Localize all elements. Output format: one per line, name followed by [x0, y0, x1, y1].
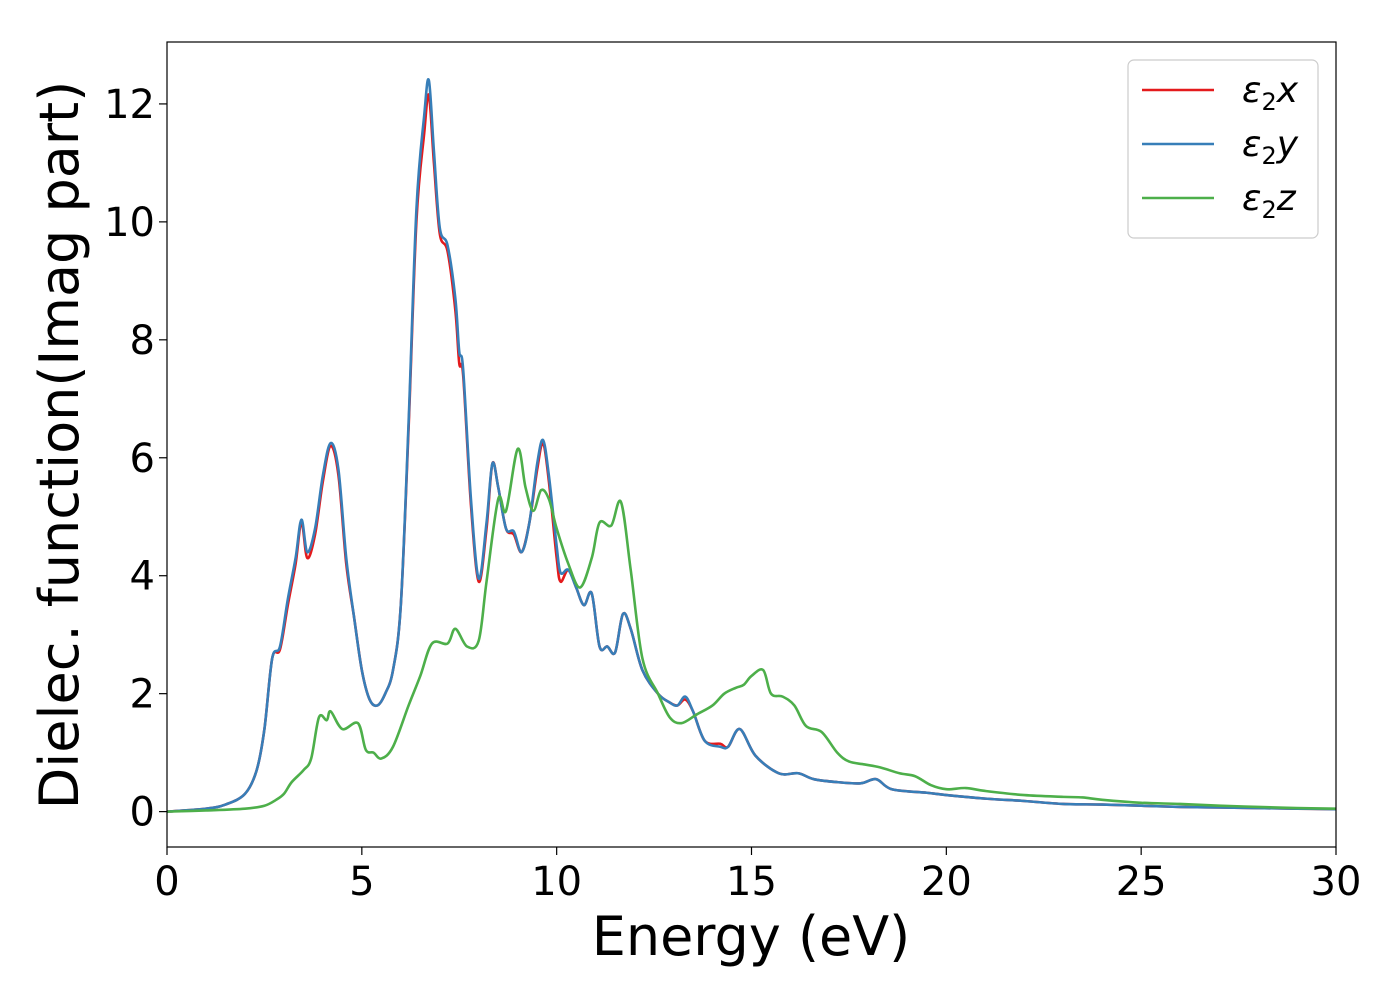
legend: ε2x ε2y ε2z — [1127, 59, 1319, 239]
legend-box — [1127, 59, 1319, 239]
x-tick-label: 15 — [726, 859, 777, 905]
y-axis: 0 2 4 6 8 10 12 — [104, 82, 167, 836]
series-line-z — [166, 447, 1337, 813]
legend-label-y: ε2y — [1242, 124, 1299, 170]
series-line-y — [166, 77, 1337, 813]
x-axis: 0 5 10 15 20 25 30 — [154, 847, 1361, 905]
x-tick-label: 20 — [921, 859, 972, 905]
y-tick-label: 2 — [130, 672, 155, 718]
y-tick-label: 4 — [130, 554, 155, 600]
y-tick-label: 8 — [130, 318, 155, 364]
x-axis-label: Energy (eV) — [592, 905, 911, 968]
legend-label-z: ε2z — [1242, 178, 1297, 224]
x-tick-label: 30 — [1311, 859, 1362, 905]
y-tick-label: 12 — [104, 82, 155, 128]
series-layer — [166, 77, 1337, 813]
x-tick-label: 5 — [349, 859, 374, 905]
y-tick-label: 0 — [130, 790, 155, 836]
x-tick-label: 25 — [1116, 859, 1167, 905]
legend-label-x: ε2x — [1242, 70, 1299, 116]
x-tick-label: 10 — [531, 859, 582, 905]
x-tick-label: 0 — [154, 859, 179, 905]
y-tick-label: 6 — [130, 436, 155, 482]
y-axis-label: Dielec. function(Imag part) — [28, 81, 91, 810]
y-tick-label: 10 — [104, 200, 155, 246]
